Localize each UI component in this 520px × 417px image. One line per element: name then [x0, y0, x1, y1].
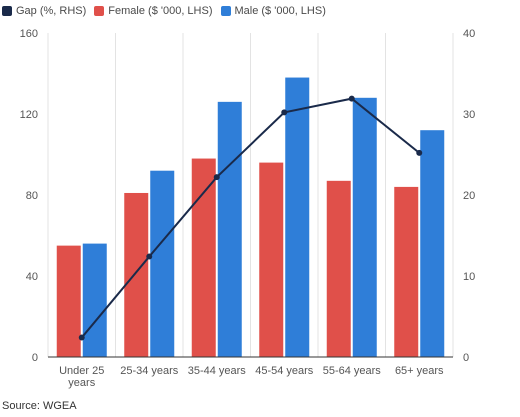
legend-label-female: Female ($ '000, LHS): [108, 5, 213, 17]
gap-point: [213, 174, 220, 181]
x-tick-label: 45-54 years: [255, 365, 314, 377]
legend-item-male: Male ($ '000, LHS): [220, 5, 326, 17]
gap-point: [416, 149, 423, 156]
legend-item-gap: Gap (%, RHS): [2, 5, 86, 17]
male-swatch-icon: [220, 6, 231, 16]
y-right-tick-label: 20: [463, 190, 475, 202]
x-tick-label: 65+ years: [395, 365, 444, 377]
female-swatch-icon: [94, 6, 105, 16]
x-tick-label: 35-44 years: [188, 365, 247, 377]
bar-male: [352, 97, 377, 358]
y-right-tick-label: 0: [463, 352, 469, 364]
y-left-tick-label: 160: [20, 28, 38, 40]
gap-point: [78, 334, 85, 341]
gap-point: [146, 253, 153, 260]
y-right-tick-label: 30: [463, 109, 475, 121]
gap-swatch-icon: [2, 6, 12, 16]
y-left-tick-label: 40: [26, 271, 38, 283]
bar-male: [150, 170, 175, 357]
x-tick-label: 55-64 years: [323, 365, 382, 377]
bar-male: [285, 77, 310, 358]
y-left-tick-label: 80: [26, 190, 38, 202]
legend-label-male: Male ($ '000, LHS): [234, 5, 326, 17]
y-right-tick-label: 10: [463, 271, 475, 283]
bar-male: [82, 243, 107, 357]
bar-female: [56, 245, 81, 357]
y-left-tick-label: 120: [20, 109, 38, 121]
bar-female: [326, 180, 351, 357]
gap-line: [80, 97, 420, 339]
y-right-tick-label: 40: [463, 28, 475, 40]
bar-female: [191, 158, 216, 357]
legend-label-gap: Gap (%, RHS): [16, 5, 87, 17]
x-tick-label: years: [68, 377, 95, 389]
x-tick-label: 25-34 years: [120, 365, 179, 377]
x-tick-label: Under 25: [59, 365, 104, 377]
bar-male: [420, 130, 445, 357]
chart-legend: Gap (%, RHS) Female ($ '000, LHS) Male (…: [2, 2, 334, 20]
gap-point: [281, 109, 288, 116]
bar-female: [124, 192, 149, 357]
legend-item-female: Female ($ '000, LHS): [94, 5, 213, 17]
bar-female: [259, 162, 284, 357]
gap-point: [348, 95, 355, 102]
y-left-tick-label: 0: [32, 352, 38, 364]
source-note: Source: WGEA: [2, 400, 77, 412]
bar-male: [217, 101, 242, 357]
bar-female: [394, 186, 419, 357]
